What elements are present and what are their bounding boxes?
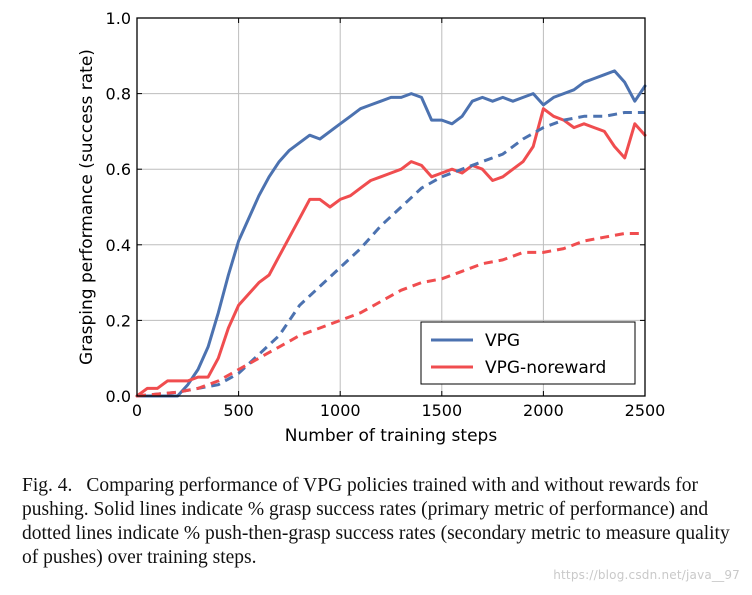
series-line-vpg [135, 69, 647, 398]
grid-lines [136, 17, 646, 397]
plot-frame [136, 17, 646, 397]
y-tick-label: 0.6 [106, 160, 131, 179]
x-tick-label: 2000 [523, 401, 564, 420]
series-line-vpg-noreward-push-then-grasp [136, 232, 645, 398]
series-layer [135, 69, 647, 398]
y-tick-label: 1.0 [106, 9, 131, 28]
legend-box [420, 321, 636, 385]
x-tick-label: 1500 [421, 401, 462, 420]
x-axis-label: Number of training steps [285, 426, 498, 446]
tick-labels: 0 500 1000 1500 2000 2500 0.0 0.2 0.4 0.6 0.8 1.0 [106, 9, 666, 420]
caption-figure-number: Fig. 4. [22, 475, 73, 496]
y-tick-label: 0.0 [106, 387, 131, 406]
x-tick-label: 0 [132, 401, 142, 420]
legend: VPG VPG-noreward [420, 321, 636, 385]
figure-caption: Fig. 4. Comparing performance of VPG poli… [22, 474, 734, 570]
x-tick-label: 1000 [320, 401, 361, 420]
caption-text: Comparing performance of VPG policies tr… [22, 475, 730, 568]
y-tick-label: 0.8 [106, 85, 131, 104]
legend-label: VPG-noreward [485, 358, 606, 378]
watermark: https://blog.csdn.net/java__97 [553, 568, 740, 582]
series-line-vpg-noreward [135, 107, 647, 398]
x-tick-label: 2500 [625, 401, 666, 420]
y-tick-label: 0.2 [106, 311, 131, 330]
legend-label: VPG [485, 331, 520, 351]
line-chart: 0 500 1000 1500 2000 2500 0.0 0.2 0.4 0.6 0.8 1.0 N… [77, 9, 666, 446]
series-line-vpg-push-then-grasp [136, 111, 645, 398]
y-axis-label: Grasping performance (success rate) [77, 49, 97, 365]
x-tick-label: 500 [223, 401, 254, 420]
y-tick-label: 0.4 [106, 236, 131, 255]
